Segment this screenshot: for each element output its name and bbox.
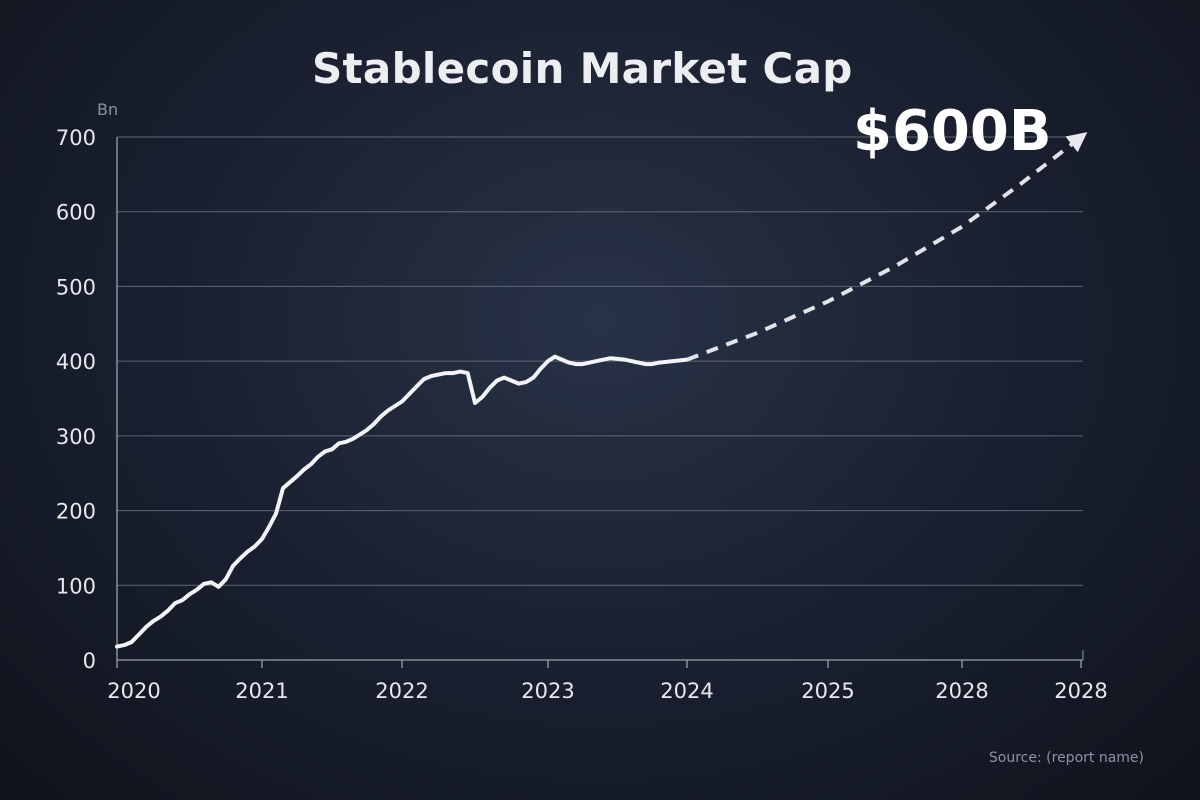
y-tick-label-200: 200	[56, 500, 96, 524]
y-tick-label-100: 100	[56, 574, 96, 598]
y-tick-label-0: 0	[83, 649, 96, 673]
series-line-historical	[115, 354, 689, 649]
x-tick-label-5: 2025	[801, 679, 854, 703]
x-tick-label-7: 2028	[1054, 679, 1107, 703]
y-tick-label-600: 600	[56, 201, 96, 225]
chart-title: Stablecoin Market Cap	[312, 44, 853, 93]
x-tick-label-3: 2023	[521, 679, 574, 703]
y-tick-label-700: 700	[56, 126, 96, 150]
y-tick-label-500: 500	[56, 275, 96, 299]
y-axis-unit-label: Bn	[97, 100, 118, 119]
x-tick-label-6: 2028	[935, 679, 988, 703]
x-tick-label-4: 2024	[660, 679, 713, 703]
x-tick-label-2: 2022	[375, 679, 428, 703]
x-tick-label-0: 2020	[107, 679, 160, 703]
y-tick-label-300: 300	[56, 425, 96, 449]
source-note: Source: (report name)	[988, 750, 1144, 766]
y-tick-label-400: 400	[56, 350, 96, 374]
projection-callout: $600B	[853, 99, 1052, 164]
x-tick-label-1: 2021	[235, 679, 288, 703]
series-line-projection	[686, 132, 1088, 362]
